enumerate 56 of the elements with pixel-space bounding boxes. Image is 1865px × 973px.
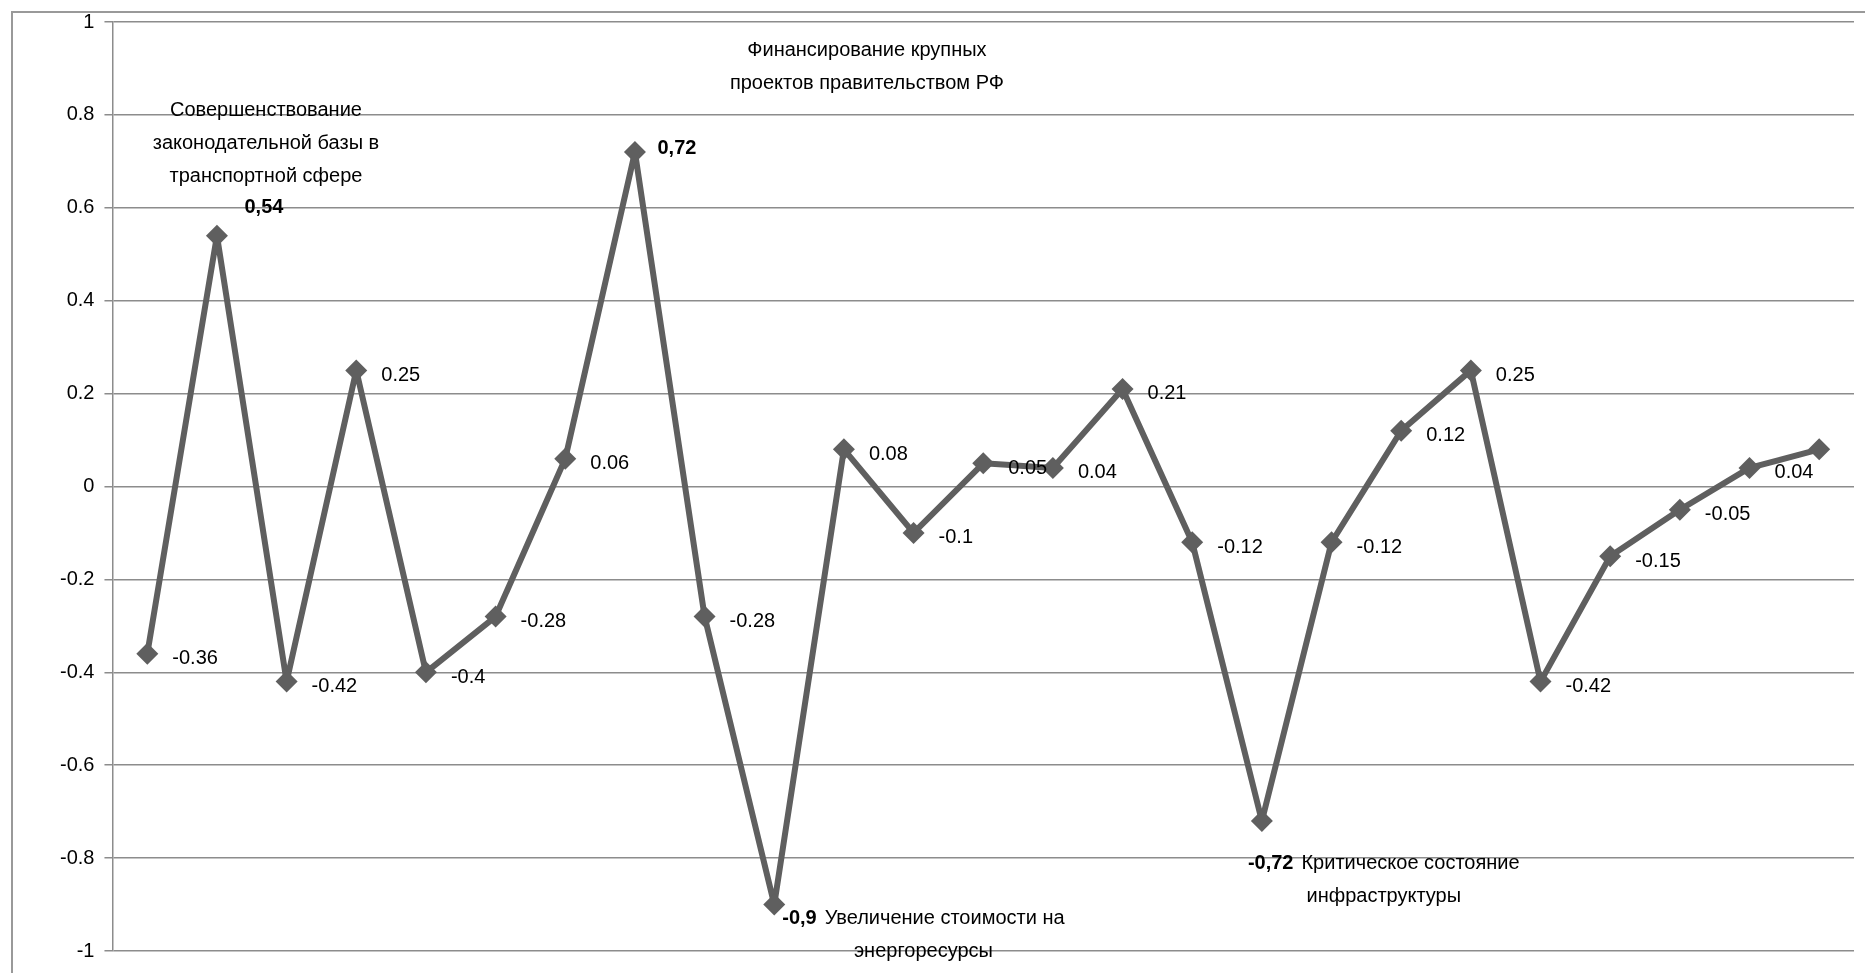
point [1181,531,1204,554]
y-tick-label: 0.2 [66,381,95,404]
data-label: 0,72 [657,135,697,158]
point [832,438,855,461]
data-label: -0.4 [450,664,486,687]
y-tick-label: -1 [76,938,95,961]
data-label: -0.42 [1565,674,1612,697]
data-label: -0.28 [520,609,567,632]
y-tick-label: -0.6 [59,752,95,775]
y-tick-label: 0.6 [66,195,95,218]
annotation: Совершенствование законодательной базы в транспортной сфере [152,98,380,187]
data-label: -0.15 [1635,548,1681,571]
point [1599,545,1622,568]
point [902,521,925,544]
data-label: -0.12 [1356,534,1403,557]
point [1529,670,1552,693]
point [1808,438,1831,461]
data-label: 0.25 [1495,362,1535,385]
data-label: 0.12 [1426,423,1466,446]
point [972,452,995,475]
y-tick-label: 0.8 [66,102,95,125]
data-label: 0.21 [1147,381,1187,404]
data-label: 0.06 [590,451,630,474]
data-label: -0.42 [311,674,358,697]
point [1459,359,1482,382]
data-label: 0.04 [1774,460,1814,483]
point [1738,456,1761,479]
data-label: 0.04 [1077,460,1117,483]
annotation: Критическое состояние инфраструктуры [1301,851,1520,907]
data-label: 0,54 [244,195,285,218]
data-label: -0.28 [729,609,776,632]
data-label: -0,72 [1247,851,1294,874]
point [1111,377,1134,400]
point [1668,498,1691,521]
data-label: -0,9 [782,906,817,929]
y-tick-label: 1 [83,9,95,32]
y-tick-label: -0.8 [59,845,95,868]
point [136,642,159,665]
point [414,661,437,684]
point [1390,419,1413,442]
y-tick-label: 0 [83,474,95,497]
y-tick-label: -0.2 [59,566,95,589]
data-label: -0.05 [1704,502,1751,525]
annotation: Финансирование крупных проектов правительством РФ [729,37,1004,93]
data-label: -0.36 [172,646,218,669]
point [484,605,507,628]
point [693,605,716,628]
annotation: Увеличение стоимости на энергоресурсы [824,906,1066,962]
y-tick-label: -0.4 [59,659,95,682]
data-label: 0.25 [381,362,421,385]
data-label: -0.12 [1217,534,1263,557]
y-tick-label: 0.4 [66,288,95,311]
point [1320,531,1343,554]
data-label: 0.08 [868,441,908,464]
data-label: -0.1 [938,525,974,548]
point [554,447,577,470]
